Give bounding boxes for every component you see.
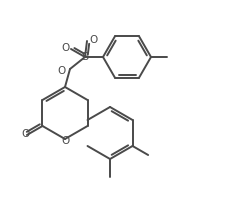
Text: O: O xyxy=(58,66,66,76)
Text: O: O xyxy=(89,35,97,45)
Text: O: O xyxy=(61,43,69,53)
Text: O: O xyxy=(62,136,70,146)
Text: S: S xyxy=(82,52,89,62)
Text: O: O xyxy=(22,129,30,139)
